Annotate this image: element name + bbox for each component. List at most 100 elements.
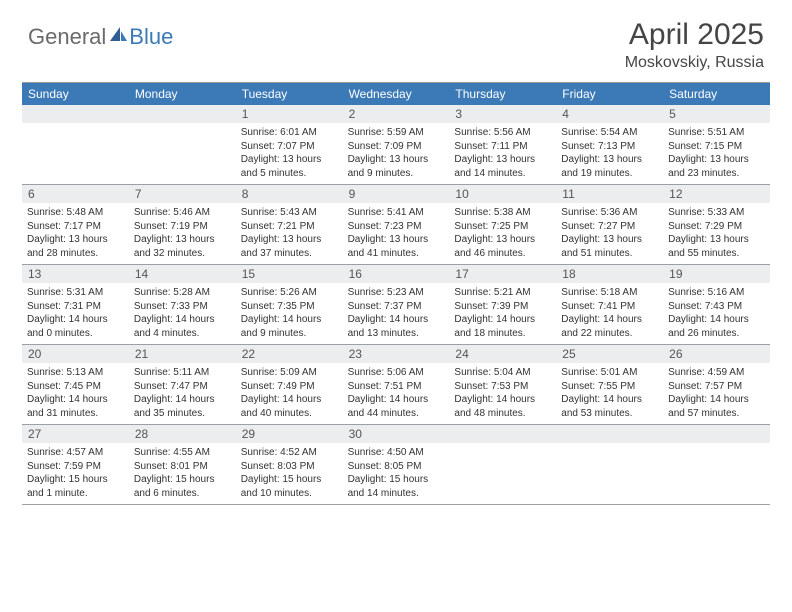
day-number: 23: [343, 345, 450, 363]
daylight-text: Daylight: 14 hours and 4 minutes.: [134, 313, 231, 340]
daylight-text: Daylight: 13 hours and 9 minutes.: [348, 153, 445, 180]
daylight-text: Daylight: 13 hours and 46 minutes.: [454, 233, 551, 260]
sunrise-text: Sunrise: 5:56 AM: [454, 126, 551, 140]
day-body: Sunrise: 5:09 AMSunset: 7:49 PMDaylight:…: [236, 363, 343, 424]
calendar-cell: 10Sunrise: 5:38 AMSunset: 7:25 PMDayligh…: [449, 185, 556, 264]
sunrise-text: Sunrise: 5:48 AM: [27, 206, 124, 220]
sunset-text: Sunset: 7:21 PM: [241, 220, 338, 234]
day-body: Sunrise: 4:57 AMSunset: 7:59 PMDaylight:…: [22, 443, 129, 504]
daylight-text: Daylight: 13 hours and 28 minutes.: [27, 233, 124, 260]
calendar-week: 6Sunrise: 5:48 AMSunset: 7:17 PMDaylight…: [22, 185, 770, 265]
sunrise-text: Sunrise: 5:26 AM: [241, 286, 338, 300]
day-body: Sunrise: 5:16 AMSunset: 7:43 PMDaylight:…: [663, 283, 770, 344]
sunrise-text: Sunrise: 5:16 AM: [668, 286, 765, 300]
sunrise-text: Sunrise: 5:43 AM: [241, 206, 338, 220]
day-number: 30: [343, 425, 450, 443]
daylight-text: Daylight: 13 hours and 32 minutes.: [134, 233, 231, 260]
day-body: Sunrise: 5:21 AMSunset: 7:39 PMDaylight:…: [449, 283, 556, 344]
day-number: 28: [129, 425, 236, 443]
daylight-text: Daylight: 15 hours and 14 minutes.: [348, 473, 445, 500]
day-body: Sunrise: 4:55 AMSunset: 8:01 PMDaylight:…: [129, 443, 236, 504]
sunrise-text: Sunrise: 4:55 AM: [134, 446, 231, 460]
weekday-header: Friday: [556, 83, 663, 105]
logo-text-blue: Blue: [129, 24, 173, 50]
day-number: 25: [556, 345, 663, 363]
calendar-cell: 11Sunrise: 5:36 AMSunset: 7:27 PMDayligh…: [556, 185, 663, 264]
day-number: 24: [449, 345, 556, 363]
daylight-text: Daylight: 15 hours and 6 minutes.: [134, 473, 231, 500]
sunset-text: Sunset: 7:59 PM: [27, 460, 124, 474]
calendar-cell: 19Sunrise: 5:16 AMSunset: 7:43 PMDayligh…: [663, 265, 770, 344]
day-number: 10: [449, 185, 556, 203]
sunset-text: Sunset: 7:29 PM: [668, 220, 765, 234]
daylight-text: Daylight: 14 hours and 35 minutes.: [134, 393, 231, 420]
sunset-text: Sunset: 8:01 PM: [134, 460, 231, 474]
day-number: 27: [22, 425, 129, 443]
day-body: Sunrise: 4:59 AMSunset: 7:57 PMDaylight:…: [663, 363, 770, 424]
calendar-cell: 25Sunrise: 5:01 AMSunset: 7:55 PMDayligh…: [556, 345, 663, 424]
calendar-cell: 15Sunrise: 5:26 AMSunset: 7:35 PMDayligh…: [236, 265, 343, 344]
day-body: Sunrise: 5:33 AMSunset: 7:29 PMDaylight:…: [663, 203, 770, 264]
sunset-text: Sunset: 7:55 PM: [561, 380, 658, 394]
calendar: Sunday Monday Tuesday Wednesday Thursday…: [22, 82, 770, 505]
daylight-text: Daylight: 14 hours and 44 minutes.: [348, 393, 445, 420]
daylight-text: Daylight: 13 hours and 51 minutes.: [561, 233, 658, 260]
calendar-cell: 18Sunrise: 5:18 AMSunset: 7:41 PMDayligh…: [556, 265, 663, 344]
day-number: 2: [343, 105, 450, 123]
calendar-cell: 26Sunrise: 4:59 AMSunset: 7:57 PMDayligh…: [663, 345, 770, 424]
day-number: 1: [236, 105, 343, 123]
day-number: 13: [22, 265, 129, 283]
calendar-cell: 22Sunrise: 5:09 AMSunset: 7:49 PMDayligh…: [236, 345, 343, 424]
calendar-cell: 24Sunrise: 5:04 AMSunset: 7:53 PMDayligh…: [449, 345, 556, 424]
sunrise-text: Sunrise: 6:01 AM: [241, 126, 338, 140]
calendar-cell: 27Sunrise: 4:57 AMSunset: 7:59 PMDayligh…: [22, 425, 129, 504]
day-body: Sunrise: 5:23 AMSunset: 7:37 PMDaylight:…: [343, 283, 450, 344]
calendar-cell: [129, 105, 236, 184]
sunrise-text: Sunrise: 4:59 AM: [668, 366, 765, 380]
weekday-header: Monday: [129, 83, 236, 105]
day-body: Sunrise: 5:04 AMSunset: 7:53 PMDaylight:…: [449, 363, 556, 424]
sunset-text: Sunset: 7:35 PM: [241, 300, 338, 314]
sunrise-text: Sunrise: 5:06 AM: [348, 366, 445, 380]
month-title: April 2025: [625, 18, 764, 52]
day-number: 9: [343, 185, 450, 203]
day-number: 11: [556, 185, 663, 203]
sunrise-text: Sunrise: 5:11 AM: [134, 366, 231, 380]
day-body: Sunrise: 4:50 AMSunset: 8:05 PMDaylight:…: [343, 443, 450, 504]
day-body: Sunrise: 5:51 AMSunset: 7:15 PMDaylight:…: [663, 123, 770, 184]
daylight-text: Daylight: 13 hours and 55 minutes.: [668, 233, 765, 260]
sunset-text: Sunset: 7:07 PM: [241, 140, 338, 154]
sunrise-text: Sunrise: 5:46 AM: [134, 206, 231, 220]
logo-sail-icon: [108, 25, 128, 50]
calendar-week: 20Sunrise: 5:13 AMSunset: 7:45 PMDayligh…: [22, 345, 770, 425]
sunset-text: Sunset: 7:19 PM: [134, 220, 231, 234]
day-number: [663, 425, 770, 443]
calendar-cell: 29Sunrise: 4:52 AMSunset: 8:03 PMDayligh…: [236, 425, 343, 504]
day-number: 3: [449, 105, 556, 123]
daylight-text: Daylight: 14 hours and 9 minutes.: [241, 313, 338, 340]
sunrise-text: Sunrise: 5:21 AM: [454, 286, 551, 300]
sunset-text: Sunset: 7:39 PM: [454, 300, 551, 314]
sunset-text: Sunset: 7:27 PM: [561, 220, 658, 234]
sunset-text: Sunset: 7:51 PM: [348, 380, 445, 394]
day-body: Sunrise: 5:56 AMSunset: 7:11 PMDaylight:…: [449, 123, 556, 184]
weekday-header: Saturday: [663, 83, 770, 105]
sunrise-text: Sunrise: 5:31 AM: [27, 286, 124, 300]
day-number: [22, 105, 129, 123]
weekday-header: Tuesday: [236, 83, 343, 105]
calendar-cell: 16Sunrise: 5:23 AMSunset: 7:37 PMDayligh…: [343, 265, 450, 344]
calendar-cell: 30Sunrise: 4:50 AMSunset: 8:05 PMDayligh…: [343, 425, 450, 504]
sunrise-text: Sunrise: 5:54 AM: [561, 126, 658, 140]
calendar-cell: 8Sunrise: 5:43 AMSunset: 7:21 PMDaylight…: [236, 185, 343, 264]
daylight-text: Daylight: 14 hours and 31 minutes.: [27, 393, 124, 420]
day-number: 6: [22, 185, 129, 203]
day-number: 16: [343, 265, 450, 283]
title-block: April 2025 Moskovskiy, Russia: [625, 18, 764, 72]
daylight-text: Daylight: 15 hours and 10 minutes.: [241, 473, 338, 500]
calendar-cell: 28Sunrise: 4:55 AMSunset: 8:01 PMDayligh…: [129, 425, 236, 504]
sunset-text: Sunset: 7:43 PM: [668, 300, 765, 314]
daylight-text: Daylight: 14 hours and 48 minutes.: [454, 393, 551, 420]
sunrise-text: Sunrise: 5:33 AM: [668, 206, 765, 220]
daylight-text: Daylight: 14 hours and 26 minutes.: [668, 313, 765, 340]
day-body: Sunrise: 5:31 AMSunset: 7:31 PMDaylight:…: [22, 283, 129, 344]
